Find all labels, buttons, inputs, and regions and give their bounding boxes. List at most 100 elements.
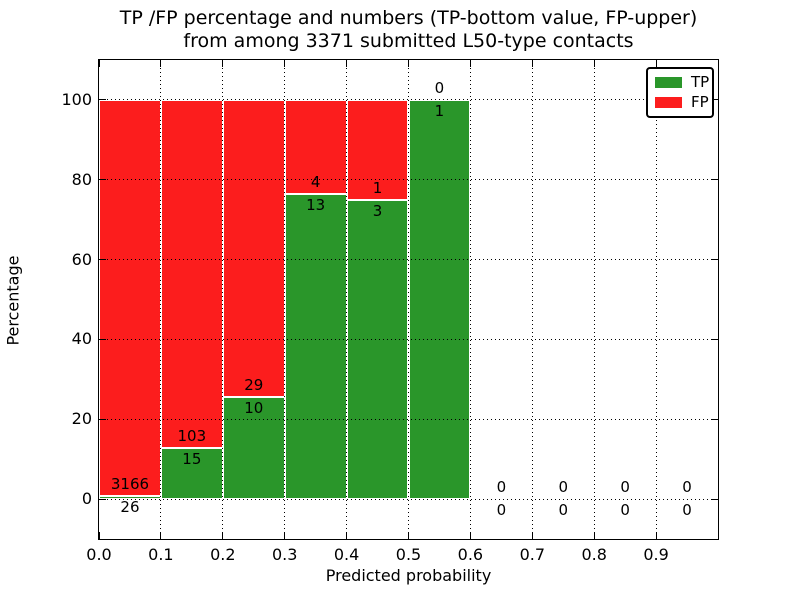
- y-tick-left: [99, 99, 106, 101]
- x-tick-bottom: [408, 532, 409, 539]
- bar-segment-tp: [284, 193, 347, 500]
- y-tick-right: [711, 99, 718, 101]
- x-tick-top: [593, 60, 595, 67]
- legend-label-tp: TP: [691, 73, 710, 91]
- fp-count-label: 0: [496, 478, 507, 497]
- tp-count-label: 13: [306, 195, 326, 214]
- x-axis-label: Predicted probability: [325, 566, 492, 585]
- x-tick-label: 0.1: [148, 545, 174, 564]
- fp-count-label: 1: [372, 178, 383, 197]
- gridline-vertical: [160, 60, 162, 539]
- bar-segment-fp: [160, 99, 223, 449]
- chart-title-line1: TP /FP percentage and numbers (TP-bottom…: [119, 7, 698, 29]
- x-tick-top: [717, 60, 719, 67]
- x-tick-top: [655, 60, 657, 67]
- fp-count-label: 103: [177, 427, 207, 446]
- tp-count-label: 1: [434, 101, 445, 120]
- x-tick-top: [469, 60, 471, 67]
- tp-count-label: 0: [558, 501, 569, 520]
- y-tick-right: [711, 418, 718, 420]
- x-tick-top: [160, 60, 162, 67]
- count-labels-layer: 3166 26 103 15 29 10 4 13 1 3 0 1 0 0 0 0 0 0 0 0: [99, 60, 718, 539]
- x-tick-label: 0.9: [643, 545, 669, 564]
- x-tick-top: [98, 60, 100, 67]
- fp-count-label: 0: [558, 478, 569, 497]
- x-tick-bottom: [160, 532, 162, 539]
- gridline-vertical: [469, 60, 471, 539]
- y-tick-right: [711, 498, 718, 500]
- y-tick-label: 60: [71, 249, 92, 269]
- y-tick-left: [99, 338, 106, 340]
- gridline-vertical: [593, 60, 595, 539]
- y-tick-label: 40: [71, 329, 92, 349]
- x-tick-label: 0.5: [395, 545, 422, 564]
- legend: TP FP: [646, 67, 714, 118]
- x-tick-bottom: [469, 532, 471, 539]
- x-tick-bottom: [531, 532, 533, 539]
- grid-layer: [99, 60, 718, 539]
- ticks-layer: [98, 60, 719, 539]
- legend-item-tp: TP: [655, 75, 709, 90]
- x-tick-top: [346, 60, 348, 67]
- x-tick-label: 0.3: [271, 545, 298, 564]
- x-tick-bottom: [284, 532, 286, 539]
- y-tick-label: 100: [61, 89, 92, 109]
- x-tick-top: [222, 60, 224, 67]
- x-tick-bottom: [346, 532, 348, 539]
- y-axis-label: Percentage: [3, 255, 23, 346]
- tp-count-label: 15: [182, 450, 202, 469]
- x-tick-bottom: [717, 532, 719, 539]
- fp-count-label: 29: [244, 375, 264, 394]
- y-tick-right: [711, 179, 718, 181]
- gridline-vertical: [346, 60, 348, 539]
- x-tick-label: 0.2: [210, 545, 236, 564]
- x-tick-top: [408, 60, 409, 67]
- fp-count-label: 3166: [110, 474, 150, 493]
- x-tick-top: [531, 60, 533, 67]
- x-tick-label: 0.6: [457, 545, 484, 564]
- y-tick-left: [99, 259, 106, 261]
- y-tick-left: [99, 498, 106, 500]
- tp-count-label: 0: [682, 501, 692, 520]
- tp-count-label: 0: [496, 501, 507, 520]
- y-tick-label: 0: [81, 489, 92, 509]
- fp-count-label: 0: [682, 478, 692, 497]
- x-tick-bottom: [222, 532, 224, 539]
- x-tick-label: 0.8: [581, 545, 607, 564]
- legend-label-fp: FP: [691, 93, 709, 111]
- chart-title-line2: from among 3371 submitted L50-type conta…: [183, 30, 634, 52]
- y-tick-label: 20: [71, 409, 92, 429]
- y-tick-right: [711, 338, 718, 340]
- y-tick-left: [99, 418, 106, 420]
- fp-swatch-icon: [655, 97, 682, 108]
- tp-count-label: 0: [620, 501, 630, 520]
- gridline-vertical: [284, 60, 286, 539]
- gridline-vertical: [655, 60, 657, 539]
- x-tick-label: 0.7: [519, 545, 546, 564]
- tp-count-label: 26: [120, 497, 140, 516]
- x-tick-bottom: [98, 532, 100, 539]
- fp-count-label: 0: [620, 478, 630, 497]
- legend-item-fp: FP: [655, 95, 709, 110]
- y-tick-right: [711, 259, 718, 261]
- tp-swatch-icon: [655, 77, 682, 88]
- fp-count-label: 0: [434, 78, 445, 97]
- x-tick-label: 0.4: [333, 545, 360, 564]
- x-tick-label: 0.0: [86, 545, 112, 564]
- x-tick-top: [284, 60, 286, 67]
- bar-segment-fp: [284, 99, 347, 194]
- bar-segment-tp: [346, 199, 409, 500]
- bar-segment-fp: [346, 99, 409, 200]
- tp-count-label: 3: [372, 201, 383, 220]
- plot-area: 3166 26 103 15 29 10 4 13 1 3 0 1 0 0 0 0 0 0 0 0: [98, 59, 719, 540]
- fp-count-label: 4: [310, 172, 321, 191]
- x-tick-bottom: [593, 532, 595, 539]
- chart-title: TP /FP percentage and numbers (TP-bottom…: [99, 7, 718, 53]
- y-tick-label: 80: [71, 169, 92, 189]
- gridline-vertical: [531, 60, 533, 539]
- gridline-vertical: [408, 60, 409, 539]
- tp-count-label: 10: [244, 398, 264, 417]
- gridline-vertical: [222, 60, 224, 539]
- y-tick-left: [99, 179, 106, 181]
